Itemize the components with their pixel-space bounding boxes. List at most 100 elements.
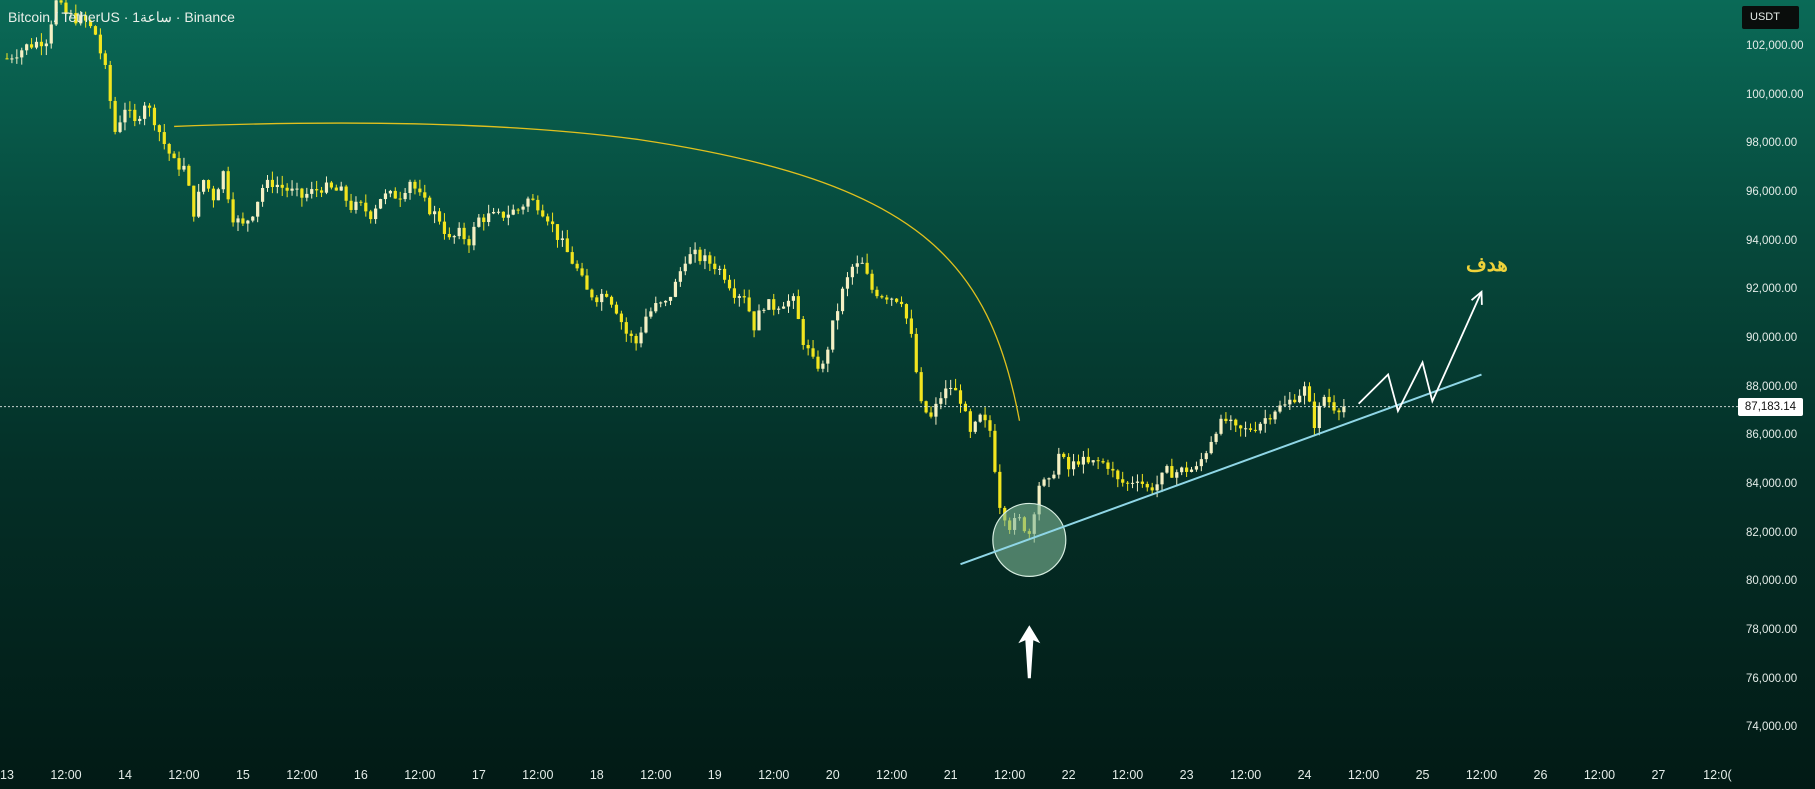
- candle-body: [865, 262, 869, 274]
- candle-body: [1071, 461, 1076, 470]
- candle-body: [722, 268, 727, 280]
- candle-body: [742, 296, 746, 298]
- candle-body: [1288, 399, 1292, 405]
- candle-body: [693, 249, 697, 255]
- x-tick-label: 24: [1297, 768, 1312, 782]
- x-tick-label: 16: [353, 768, 368, 782]
- support-trendline: [960, 373, 1482, 566]
- candle-body: [919, 372, 923, 402]
- candle-body: [1140, 481, 1144, 484]
- candle-body: [39, 41, 44, 47]
- candle-body: [718, 268, 722, 270]
- candle-body: [1052, 474, 1056, 479]
- candle-body: [973, 421, 977, 432]
- candle-body: [496, 211, 501, 213]
- candle-body: [472, 226, 476, 246]
- candle-body: [1253, 429, 1258, 431]
- candle-body: [546, 216, 550, 222]
- resistance-arc: [174, 122, 1021, 421]
- candle-body: [34, 41, 39, 48]
- candle-body: [1165, 466, 1169, 473]
- candle-body: [1189, 469, 1194, 472]
- candle-body: [688, 254, 692, 264]
- candle-body: [536, 199, 540, 211]
- x-tick-label: 12:00: [168, 768, 200, 782]
- x-tick-label: 12:00: [758, 768, 790, 782]
- candle-body: [388, 190, 392, 194]
- candle-body: [103, 53, 107, 65]
- candle-body: [757, 310, 761, 331]
- candle-body: [477, 217, 481, 227]
- candle-body: [1322, 396, 1326, 406]
- x-tick-label: 12:00: [1583, 768, 1616, 782]
- x-tick-label: 12:00: [1111, 768, 1144, 782]
- candle-body: [605, 293, 609, 297]
- x-tick-label: 12:00: [404, 768, 436, 782]
- candle-body: [315, 189, 319, 191]
- candle-body: [1081, 456, 1085, 465]
- candle-body: [1273, 411, 1277, 420]
- candle-body: [15, 57, 19, 59]
- candle-body: [806, 344, 810, 349]
- candle-body: [265, 179, 270, 188]
- candle-body: [595, 297, 599, 303]
- candle-body: [1185, 467, 1189, 472]
- y-tick-label: 76,000.00: [1746, 672, 1798, 685]
- candle-body: [88, 20, 93, 27]
- candle-body: [467, 239, 471, 246]
- candle-body: [1234, 419, 1238, 426]
- candle-body: [1298, 395, 1302, 403]
- candle-body: [305, 193, 309, 198]
- symbol-name: Bitcoin / TetherUS: [8, 9, 120, 25]
- candle-body: [850, 266, 854, 278]
- candle-body: [555, 224, 560, 240]
- candle-body: [1155, 484, 1159, 491]
- x-tick-label: 12:00: [876, 768, 908, 782]
- candle-body: [1037, 485, 1041, 515]
- x-tick-label: 26: [1533, 768, 1548, 782]
- candle-body: [374, 208, 378, 220]
- candle-body: [870, 273, 874, 290]
- candle-body: [703, 255, 707, 262]
- candle-body: [1283, 404, 1287, 406]
- candle-body: [732, 288, 737, 298]
- candle-body: [423, 192, 427, 198]
- interval-label: 1ساعة: [132, 9, 172, 25]
- candle-body: [570, 252, 574, 264]
- candle-body: [462, 227, 466, 240]
- x-tick-label: 27: [1651, 768, 1666, 782]
- candle-body: [855, 263, 859, 267]
- currency-button[interactable]: USDT: [1742, 6, 1799, 29]
- candle-body: [683, 263, 687, 272]
- candle-body: [118, 122, 122, 132]
- candle-body: [1219, 418, 1223, 434]
- candle-body: [211, 188, 216, 201]
- candle-body: [762, 309, 766, 311]
- candle-body: [241, 218, 245, 224]
- candle-body: [236, 218, 240, 223]
- candle-body: [143, 105, 147, 119]
- x-tick-label: 21: [943, 768, 958, 782]
- candle-body: [963, 403, 968, 412]
- y-tick-label: 82,000.00: [1746, 526, 1798, 539]
- candle-body: [860, 262, 864, 264]
- candle-body: [157, 125, 161, 133]
- candle-body: [585, 275, 589, 290]
- candle-body: [300, 188, 304, 198]
- candle-body: [246, 220, 250, 224]
- candle-body: [600, 293, 604, 303]
- candle-body: [162, 132, 166, 145]
- candle-body: [978, 414, 982, 422]
- candle-body: [654, 303, 658, 312]
- candle-body: [1239, 425, 1243, 429]
- candle-body: [133, 109, 137, 122]
- candle-body: [511, 209, 515, 215]
- candle-body: [447, 233, 451, 238]
- candle-body: [1145, 483, 1149, 488]
- x-tick-label: 17: [471, 768, 486, 782]
- candle-body: [93, 26, 98, 35]
- candle-body: [1342, 406, 1346, 413]
- candle-body: [491, 212, 496, 214]
